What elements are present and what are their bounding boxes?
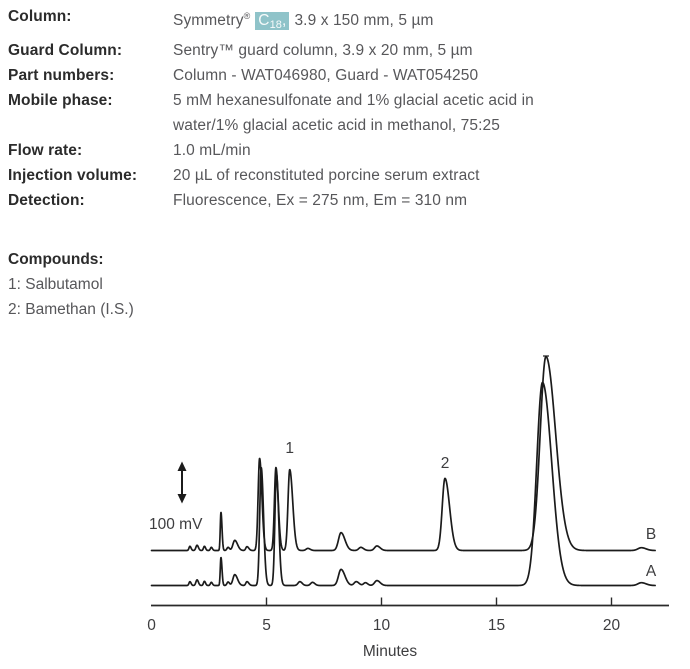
x-tick-label-0: 0 — [147, 617, 156, 634]
method-label: Part numbers: — [8, 67, 115, 84]
x-tick-label-4: 20 — [603, 617, 621, 634]
peak-label-1: 1 — [285, 440, 294, 457]
compound-item: 2: Bamethan (I.S.) — [8, 301, 134, 318]
method-label: Mobile phase: — [8, 92, 113, 109]
method-row: Flow rate: 1.0 mL/min — [8, 138, 678, 163]
method-value: Fluorescence, Ex = 275 nm, Em = 310 nm — [173, 192, 468, 209]
highlighted-text: C18, — [255, 12, 290, 31]
peak-label-2: 2 — [441, 455, 450, 472]
method-value: 20 µL of reconstituted porcine serum ext… — [173, 167, 480, 184]
trace-b-line — [150, 355, 656, 552]
method-row: Mobile phase: 5 mM hexanesulfonate and 1… — [8, 88, 678, 113]
method-row: Detection: Fluorescence, Ex = 275 nm, Em… — [8, 188, 678, 213]
method-row: water/1% glacial acetic acid in methanol… — [8, 113, 678, 138]
highlight-subscript: 18 — [269, 19, 283, 31]
method-value: Column - WAT046980, Guard - WAT054250 — [173, 67, 479, 84]
compounds-heading: Compounds: — [8, 251, 104, 268]
method-value: 1.0 mL/min — [173, 142, 251, 159]
x-tick-label-1: 5 — [262, 617, 271, 634]
highlight-comma: , — [282, 12, 287, 29]
method-row: Column: Symmetry® C18, 3.9 x 150 mm, 5 µm — [8, 4, 678, 38]
method-row: Guard Column: Sentry™ guard column, 3.9 … — [8, 38, 678, 63]
method-table: Column: Symmetry® C18, 3.9 x 150 mm, 5 µm … — [8, 4, 678, 213]
trace-a-line — [150, 381, 656, 587]
scale-arrow-icon — [177, 461, 187, 504]
method-value: Symmetry® C18, 3.9 x 150 mm, 5 µm — [173, 4, 434, 38]
method-label: Detection: — [8, 192, 85, 209]
method-value: water/1% glacial acetic acid in methanol… — [173, 117, 500, 134]
scale-bar-label: 100 mV — [149, 516, 203, 533]
method-label: Guard Column: — [8, 42, 123, 59]
column-brand-text: Symmetry — [173, 12, 244, 29]
method-label: Flow rate: — [8, 142, 83, 159]
highlight-main: C — [258, 12, 270, 29]
x-axis-ticks — [265, 597, 613, 606]
method-label: Injection volume: — [8, 167, 138, 184]
x-axis-title: Minutes — [363, 643, 418, 660]
method-row: Part numbers: Column - WAT046980, Guard … — [8, 63, 678, 88]
x-tick-label-3: 15 — [488, 617, 505, 634]
registered-mark: ® — [243, 11, 251, 21]
method-label: Column: — [8, 8, 72, 25]
x-tick-label-2: 10 — [373, 617, 391, 634]
method-row: Injection volume: 20 µL of reconstituted… — [8, 163, 678, 188]
compound-item: 1: Salbutamol — [8, 276, 103, 293]
compounds-list: Compounds: 1: Salbutamol 2: Bamethan (I.… — [8, 247, 134, 322]
trace-label-b: B — [646, 526, 656, 543]
column-dimensions-text: 3.9 x 150 mm, 5 µm — [294, 12, 434, 29]
trace-label-a: A — [646, 563, 657, 580]
method-value: Sentry™ guard column, 3.9 x 20 mm, 5 µm — [173, 42, 473, 59]
method-value: 5 mM hexanesulfonate and 1% glacial acet… — [173, 92, 534, 109]
